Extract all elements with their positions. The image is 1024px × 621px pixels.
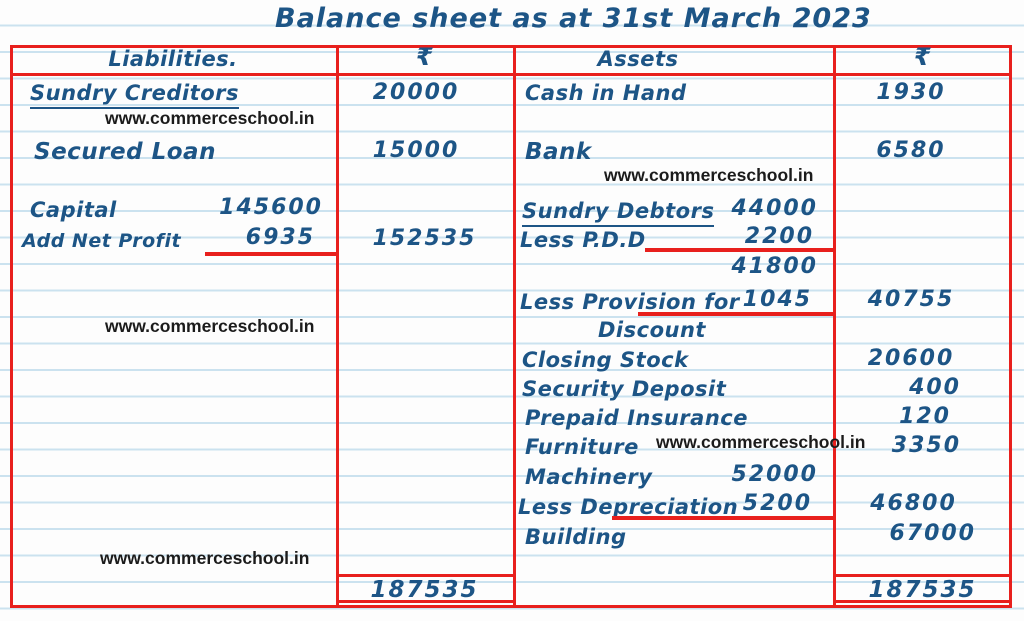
row-inner-amount: 6935 [245,225,315,250]
row-amount: 400 [909,375,961,400]
row-label: Sundry Creditors [30,80,239,109]
row-inner-amount: 1045 [742,287,812,312]
total-box-line [833,574,1012,577]
red-underline [638,312,833,316]
total-box-line [336,600,516,603]
column-divider-right-amount [833,45,836,608]
row-amount: 67000 [889,521,976,546]
red-underline [612,516,833,520]
row-label: Discount [598,318,706,342]
row-amount: 15000 [372,138,460,163]
total-box-line [336,574,516,577]
row-label: Prepaid Insurance [525,406,748,430]
row-amount: 20600 [867,346,955,371]
row-label: Secured Loan [34,139,216,165]
page-title: Balance sheet as at 31st March 2023 [275,3,872,34]
header-liabilities: Liabilities. [108,47,238,71]
header-separator-line [10,73,1012,76]
assets-total: 187535 [868,577,977,603]
column-divider-assets [513,45,516,608]
row-amount: 1930 [876,80,946,105]
watermark: www.commerceschool.in [105,108,315,128]
row-label: Closing Stock [522,348,689,372]
watermark: www.commerceschool.in [105,316,315,336]
row-label: Security Deposit [522,377,727,401]
row-inner-amount: 44000 [731,196,818,221]
liabilities-total: 187535 [370,577,479,603]
row-label: Less Depreciation [518,495,739,519]
row-label: Sundry Debtors [522,198,715,227]
watermark: www.commerceschool.in [100,548,310,568]
row-label: Capital [30,198,117,222]
row-inner-amount: 41800 [731,254,818,279]
column-divider-left-amount [336,45,339,608]
row-label: Less Provision for [520,290,740,314]
header-amount-left: ₹ [415,43,434,71]
row-amount: 3350 [891,433,961,458]
row-amount: 6580 [876,138,946,163]
total-box-line [833,600,1012,603]
row-label: Building [525,525,627,549]
row-label: Machinery [525,465,653,489]
row-amount: 46800 [870,491,957,516]
row-inner-amount: 145600 [219,195,323,220]
row-amount: 20000 [372,80,460,105]
row-label: Cash in Hand [525,81,687,105]
row-amount: 40755 [867,287,955,312]
row-label: Add Net Profit [22,230,182,252]
header-amount-right: ₹ [913,43,932,71]
red-underline [645,248,833,252]
row-inner-amount: 52000 [731,462,818,487]
header-assets: Assets [597,47,679,71]
red-underline [205,252,336,256]
watermark: www.commerceschool.in [656,432,866,452]
row-label: Less P.D.D [520,228,646,252]
watermark: www.commerceschool.in [604,165,814,185]
row-amount: 152535 [372,226,477,251]
table-frame [10,45,1012,608]
row-amount: 120 [899,404,951,429]
row-inner-amount: 2200 [744,224,814,249]
row-inner-amount: 5200 [742,491,812,516]
row-label: Furniture [525,435,639,459]
row-label: Bank [525,139,592,165]
